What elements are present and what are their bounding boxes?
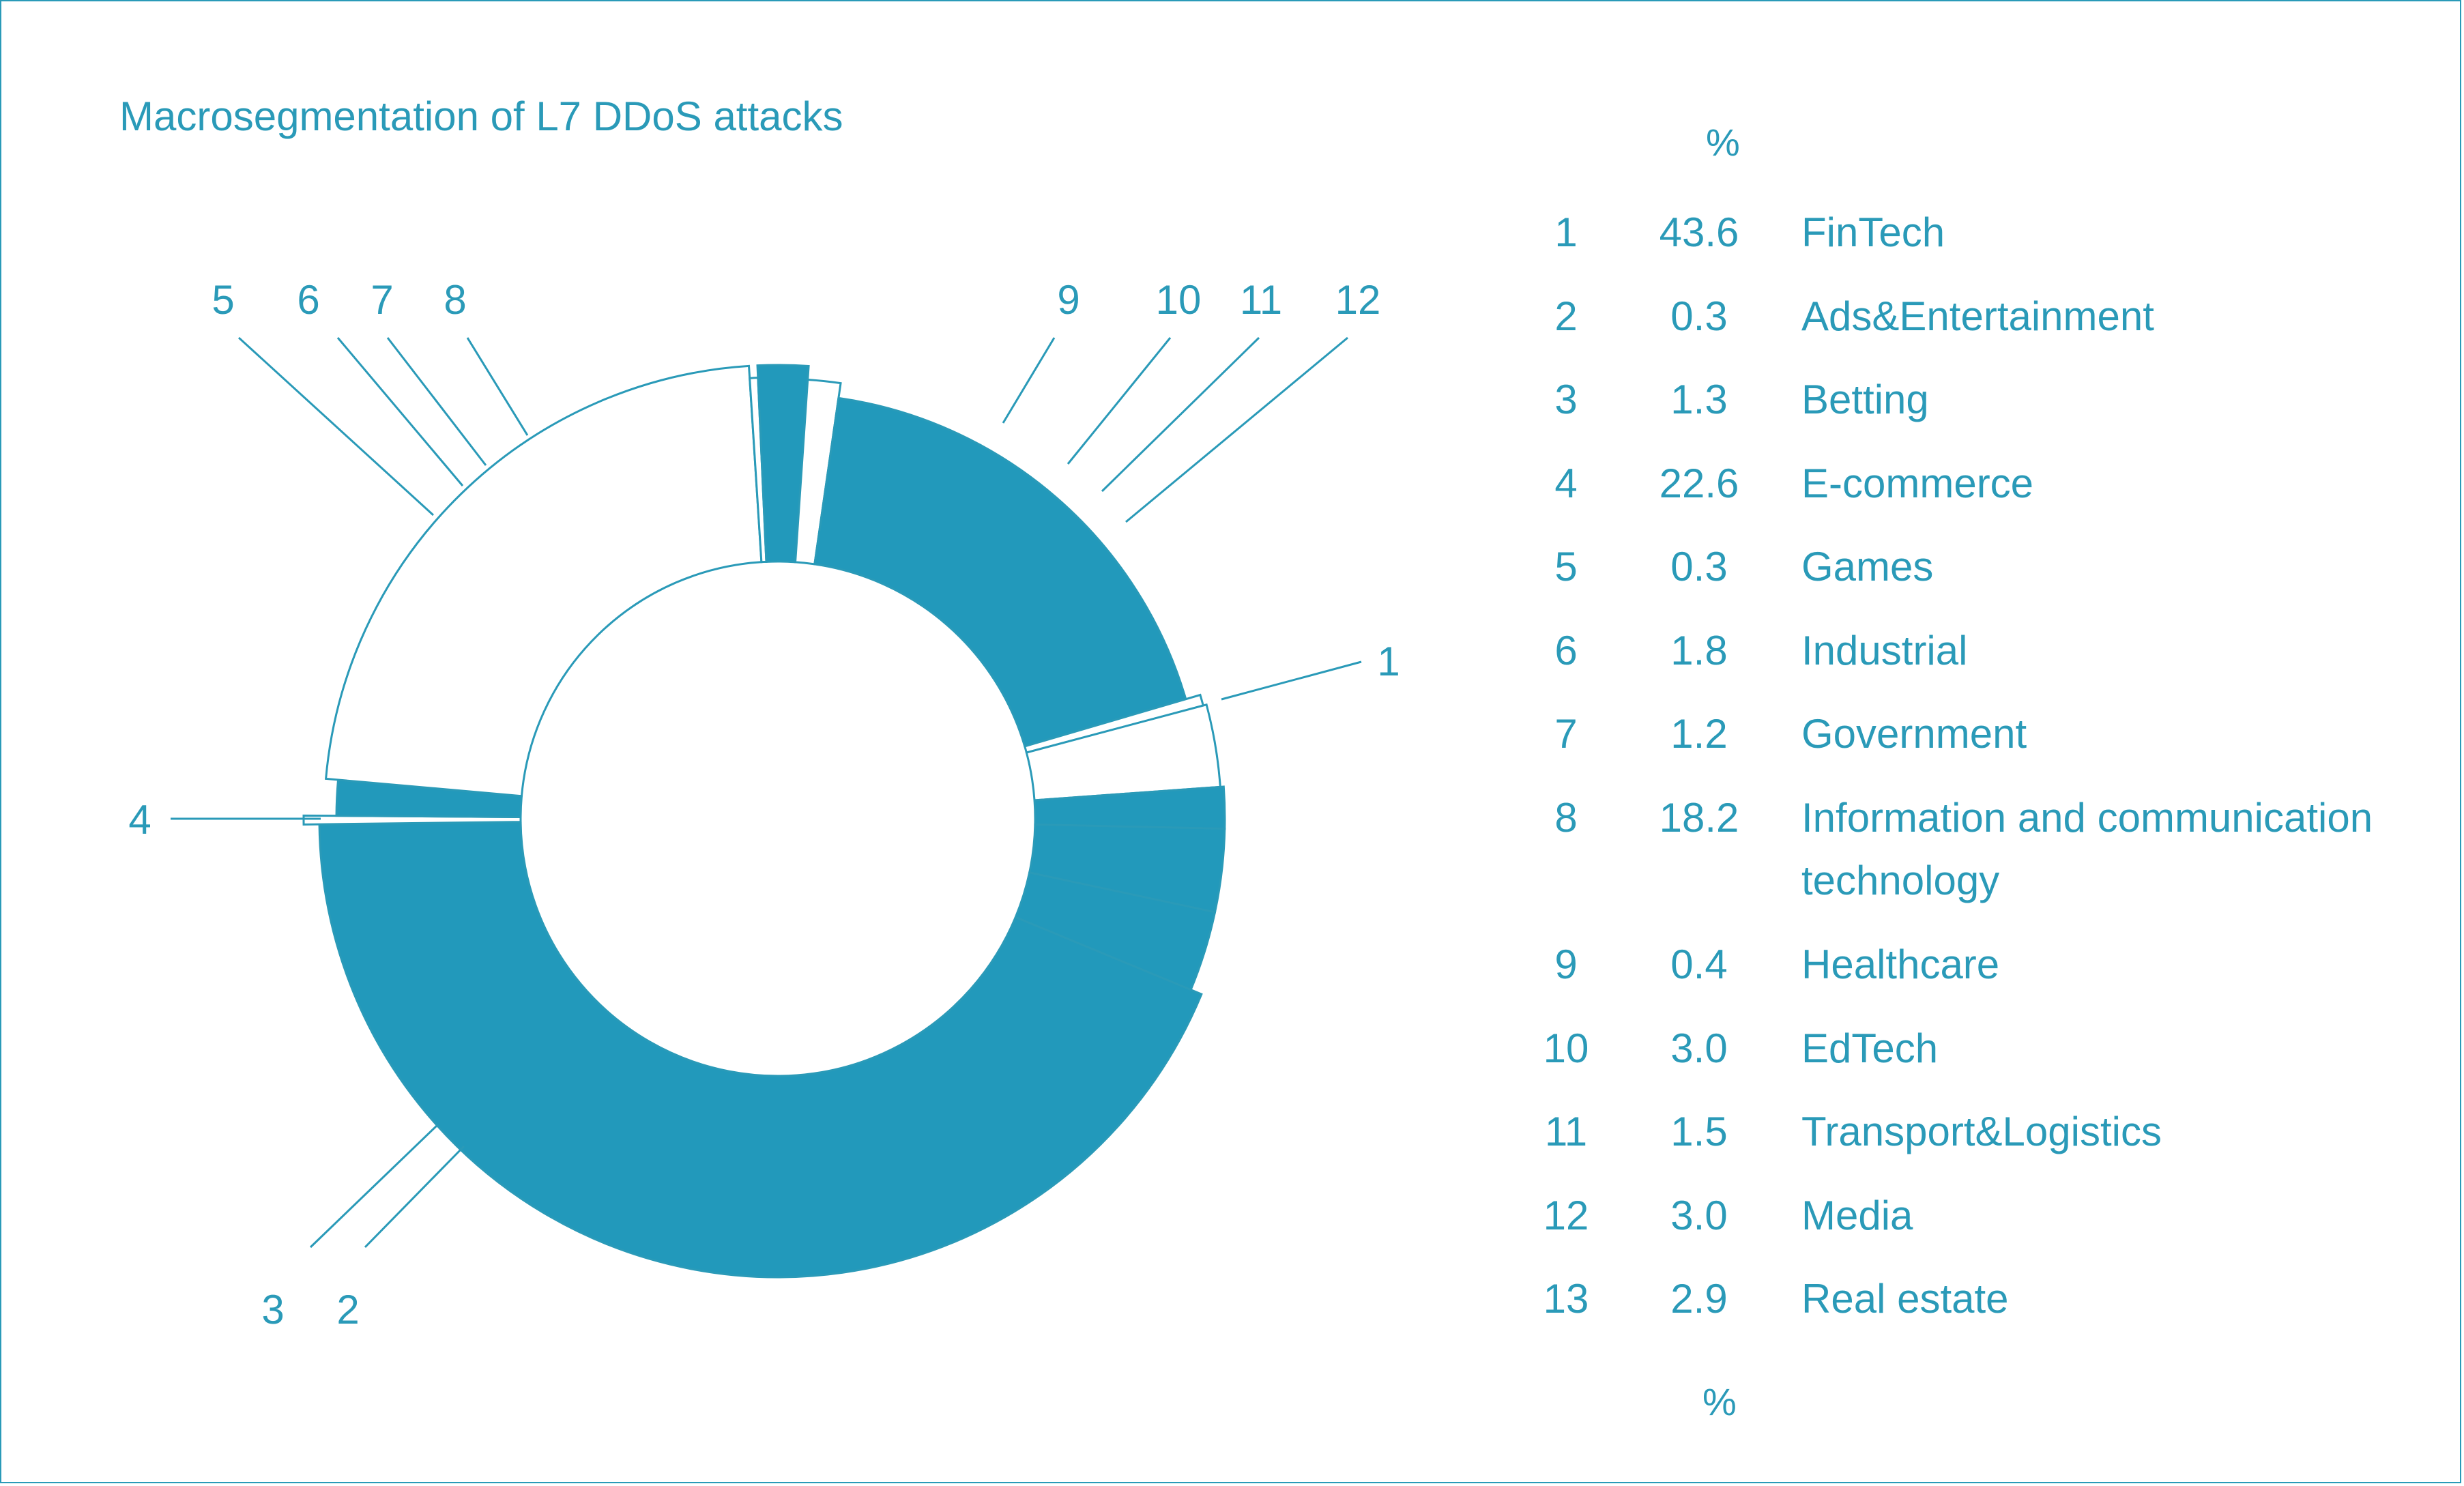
legend-index: 3	[1554, 377, 1578, 422]
slice-label-10: 10	[1156, 277, 1202, 323]
slice-label-6: 6	[297, 277, 319, 323]
legend-label: Government	[1801, 711, 2027, 757]
legend-value: 2.9	[1670, 1276, 1728, 1322]
leader-line-5	[237, 336, 435, 516]
legend-label: Real estate	[1801, 1276, 2009, 1322]
slice-label-12: 12	[1335, 277, 1381, 323]
slice-1	[318, 821, 1203, 1279]
leader-line-9	[1002, 337, 1056, 424]
legend-label: FinTech	[1801, 209, 1945, 255]
slice-label-11: 11	[1240, 277, 1282, 323]
legend-value: 3.0	[1670, 1193, 1728, 1238]
legend-value: 43.6	[1659, 209, 1739, 255]
slice-label-4: 4	[128, 797, 151, 843]
legend-label: Industrial	[1801, 628, 1968, 673]
slice-label-7: 7	[371, 277, 393, 323]
slice-8	[813, 396, 1187, 748]
slice-label-3: 3	[261, 1287, 284, 1332]
legend-label: Ads&Entertainment	[1801, 293, 2154, 339]
leader-line-6	[336, 337, 464, 486]
legend-index: 13	[1543, 1276, 1589, 1322]
legend-index: 8	[1554, 795, 1578, 841]
legend-index: 1	[1554, 209, 1578, 255]
leader-line-10	[1067, 337, 1172, 465]
leader-line-2	[364, 1145, 465, 1249]
legend-label: Games	[1801, 544, 1934, 589]
legend-index: 11	[1544, 1109, 1588, 1154]
legend-index: 4	[1554, 461, 1578, 506]
legend-label: Media	[1801, 1193, 1913, 1238]
legend-index: 10	[1543, 1025, 1589, 1071]
legend-index: 2	[1554, 293, 1578, 339]
legend-index: 9	[1554, 942, 1578, 987]
legend-value: 1.8	[1670, 628, 1728, 673]
legend-footer: %	[1702, 1380, 1737, 1423]
slice-label-9: 9	[1057, 277, 1079, 323]
legend-label: Transport&Logistics	[1801, 1109, 2162, 1154]
legend-label: EdTech	[1801, 1025, 1939, 1071]
legend-index: 5	[1554, 544, 1578, 589]
legend-value: 1.5	[1670, 1109, 1728, 1154]
slice-label-1: 1	[1377, 639, 1400, 684]
legend-value: 1.2	[1670, 711, 1728, 757]
leader-line-3	[309, 1124, 438, 1249]
slice-label-2: 2	[336, 1287, 359, 1332]
leader-line-11	[1101, 336, 1260, 493]
legend-value: 22.6	[1659, 461, 1739, 506]
legend: % 1 43.6 FinTech 2 0.3 Ads&Entertainment 3 1.3 B…	[1528, 0, 2416, 1486]
legend-index: 7	[1554, 711, 1578, 757]
leader-line-7	[386, 337, 487, 466]
legend-value: 0.3	[1670, 544, 1728, 589]
slice-label-5: 5	[212, 277, 234, 323]
leader-line-12	[1125, 336, 1348, 523]
legend-label: Healthcare	[1801, 942, 2000, 987]
legend-value: 0.3	[1670, 293, 1728, 339]
leader-line-8	[466, 337, 529, 436]
legend-index: 6	[1554, 628, 1578, 673]
legend-label: Betting	[1801, 377, 1929, 422]
legend-value: 18.2	[1659, 795, 1739, 841]
slice-label-8: 8	[444, 277, 466, 323]
legend-value: 3.0	[1670, 1025, 1728, 1071]
slice-4	[324, 364, 763, 798]
legend-value: 0.4	[1670, 942, 1728, 987]
legend-label: Information and communication technology	[1801, 795, 2373, 903]
leader-line-1	[1221, 660, 1362, 701]
legend-header: %	[1706, 121, 1740, 164]
legend-value: 1.3	[1670, 377, 1728, 422]
legend-index: 12	[1543, 1193, 1589, 1238]
legend-label: E-commerce	[1801, 461, 2034, 506]
chart-title: Macrosegmentation of L7 DDoS attacks	[119, 93, 843, 139]
slice-13	[1014, 871, 1217, 991]
